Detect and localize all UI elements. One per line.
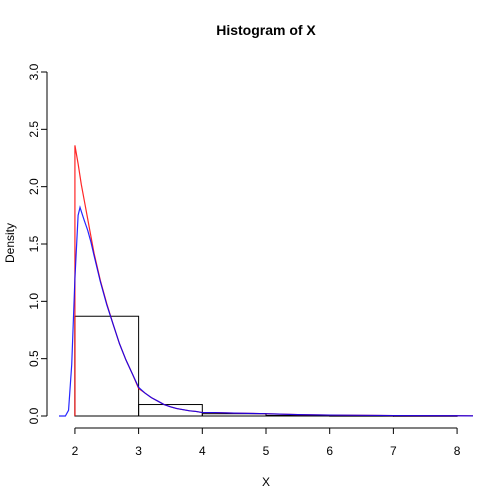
y-tick-label-5: 2.5 — [27, 121, 41, 138]
density-curves — [59, 145, 474, 417]
x-axis-label: X — [262, 475, 270, 489]
x-tick-label-5: 7 — [390, 444, 397, 458]
x-tick-label-0: 2 — [72, 444, 79, 458]
x-tick-label-4: 6 — [326, 444, 333, 458]
histogram-bars — [74, 315, 458, 417]
y-tick-label-4: 2.0 — [27, 178, 41, 195]
y-axis-label: Density — [3, 223, 17, 263]
y-tick-label-6: 3.0 — [27, 63, 41, 80]
x-tick-label-6: 8 — [454, 444, 461, 458]
histogram-bar-1 — [138, 404, 203, 417]
y-tick-label-2: 1.0 — [27, 293, 41, 310]
y-tick-label-3: 1.5 — [27, 235, 41, 252]
x-tick-label-3: 5 — [263, 444, 270, 458]
density-curve-1 — [59, 205, 474, 417]
y-tick-label-1: 0.5 — [27, 350, 41, 367]
y-tick-label-0: 0.0 — [27, 407, 41, 424]
x-tick-label-1: 3 — [135, 444, 142, 458]
density-curve-0 — [74, 145, 474, 417]
x-tick-label-2: 4 — [199, 444, 206, 458]
y-axis: 0.0 0.5 1.0 1.5 2.0 2.5 3.0 — [27, 63, 48, 424]
x-axis: 2 3 4 5 6 7 8 — [72, 427, 461, 458]
chart-title: Histogram of X — [216, 22, 316, 38]
